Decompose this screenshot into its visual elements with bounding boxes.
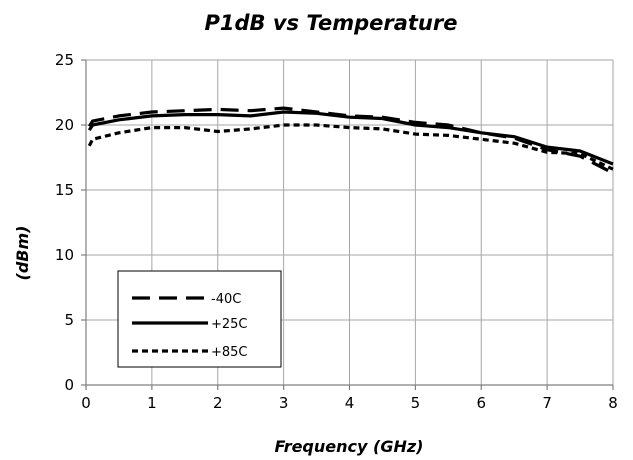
x-tick-label: 7 — [542, 394, 552, 412]
legend-label: +25C — [211, 317, 248, 332]
legend: -40C +25C +85C — [117, 270, 282, 368]
x-tick-label: 6 — [476, 394, 486, 412]
y-axis-label: (dBm) — [13, 226, 32, 281]
y-tick-label: 10 — [55, 246, 74, 264]
x-axis-label: Frequency (GHz) — [275, 437, 424, 456]
y-tick-label: 0 — [64, 376, 74, 394]
axes — [81, 59, 614, 390]
y-tick-label: 15 — [55, 181, 74, 199]
series-line-85c — [87, 123, 614, 171]
series-lines — [87, 106, 614, 175]
legend-label: -40C — [211, 292, 241, 307]
x-tick-label: 5 — [411, 394, 421, 412]
series-line-25c — [87, 110, 614, 166]
x-tick-label: 0 — [81, 394, 91, 412]
x-tick-label: 3 — [279, 394, 289, 412]
y-tick-label: 20 — [55, 116, 74, 134]
y-tick-label: 25 — [55, 51, 74, 69]
legend-label: +85C — [211, 345, 248, 360]
x-tick-label: 8 — [608, 394, 618, 412]
y-tick-label: 5 — [64, 311, 74, 329]
x-tick-label: 1 — [147, 394, 157, 412]
x-tick-label: 4 — [345, 394, 355, 412]
gridlines — [86, 59, 614, 385]
chart-title: P1dB vs Temperature — [205, 11, 458, 35]
tick-labels: 0 1 2 3 4 5 6 7 8 0 5 10 15 20 25 — [55, 51, 618, 412]
x-tick-label: 2 — [213, 394, 223, 412]
